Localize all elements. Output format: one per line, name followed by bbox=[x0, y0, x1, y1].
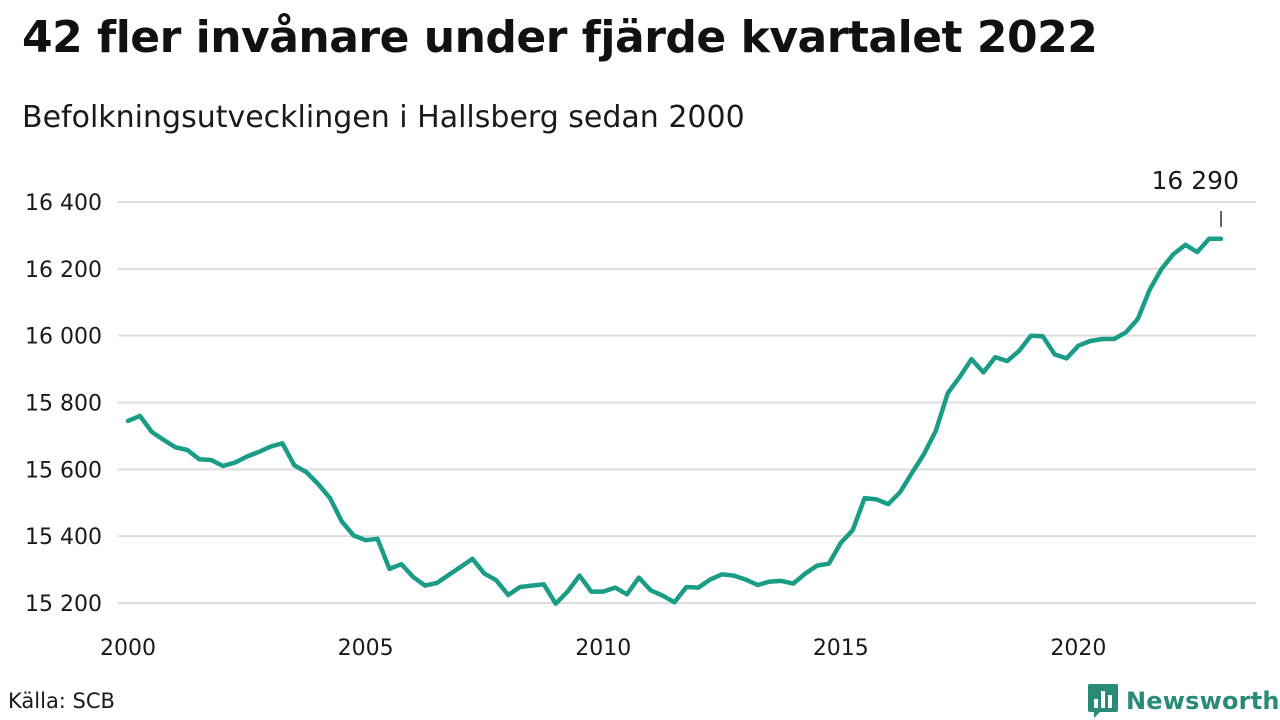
y-tick-label: 16 400 bbox=[25, 191, 102, 216]
bar-chart-bubble-icon bbox=[1088, 684, 1118, 718]
y-axis-ticks: 15 200 15 400 15 600 15 800 16 000 16 200 16 4… bbox=[25, 191, 102, 617]
chart-title: 42 fler invånare under fjärde kvartalet … bbox=[22, 12, 1098, 63]
chart-subtitle: Befolkningsutvecklingen i Hallsberg seda… bbox=[22, 100, 745, 135]
series-line bbox=[125, 236, 1224, 606]
source-note: Källa: SCB bbox=[8, 689, 115, 713]
x-tick-label: 2020 bbox=[1050, 636, 1106, 661]
brand-name: Newsworthy bbox=[1126, 687, 1280, 715]
y-tick-label: 15 400 bbox=[25, 525, 102, 550]
y-tick-label: 16 000 bbox=[25, 325, 102, 350]
y-tick-label: 15 800 bbox=[25, 392, 102, 417]
annotation-label: 16 290 bbox=[1152, 166, 1239, 195]
x-tick-label: 2010 bbox=[575, 636, 631, 661]
grid-lines bbox=[118, 201, 1256, 604]
y-tick-label: 16 200 bbox=[25, 258, 102, 283]
brand-logo: Newsworthy bbox=[1088, 684, 1280, 718]
x-tick-label: 2005 bbox=[338, 636, 394, 661]
x-axis-ticks: 2000 2005 2010 2015 2020 bbox=[100, 636, 1106, 661]
x-tick-label: 2000 bbox=[100, 636, 156, 661]
y-tick-label: 15 200 bbox=[25, 592, 102, 617]
series-group bbox=[125, 236, 1224, 606]
y-tick-label: 15 600 bbox=[25, 458, 102, 483]
annotation-group: 16 290 bbox=[1152, 166, 1239, 227]
x-tick-label: 2015 bbox=[813, 636, 869, 661]
